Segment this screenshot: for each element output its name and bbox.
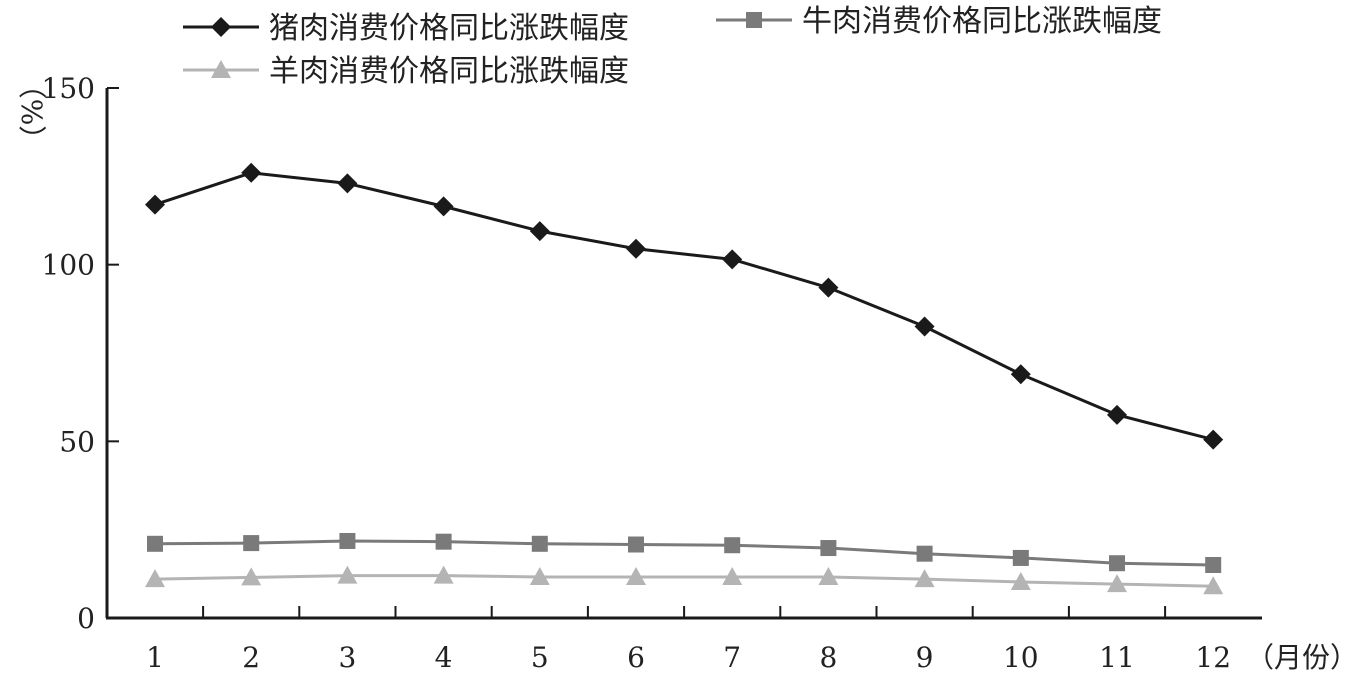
y-tick-label: 0 xyxy=(77,602,95,635)
data-point xyxy=(337,173,358,194)
data-point xyxy=(626,567,646,586)
x-tick-label: 9 xyxy=(916,641,934,674)
x-tick-label: 1 xyxy=(146,641,164,674)
data-point xyxy=(818,277,839,298)
data-point xyxy=(1203,429,1224,450)
data-point xyxy=(147,535,163,552)
data-point xyxy=(337,565,358,584)
data-point xyxy=(818,567,839,586)
x-tick-label: 3 xyxy=(338,641,356,674)
series-3 xyxy=(145,565,1224,595)
y-axis-title: （%） xyxy=(15,71,48,154)
data-point xyxy=(243,535,260,552)
data-point xyxy=(626,238,646,259)
series-1 xyxy=(145,162,1224,450)
legend-item: 牛肉消费价格同比涨跌幅度 xyxy=(716,4,1162,39)
x-tick-label: 7 xyxy=(723,641,741,674)
x-tick-label: 10 xyxy=(1003,641,1039,674)
data-point xyxy=(916,545,933,562)
x-tick-label: 5 xyxy=(531,641,549,674)
data-point xyxy=(1107,574,1127,593)
data-point xyxy=(529,221,550,242)
legend-swatch-marker xyxy=(211,60,231,78)
data-point xyxy=(433,565,454,584)
data-point xyxy=(1010,571,1031,590)
data-point xyxy=(628,536,644,553)
data-point xyxy=(722,249,743,270)
series-lines xyxy=(145,162,1224,595)
series-line xyxy=(154,574,1214,588)
data-point xyxy=(435,533,452,550)
data-point xyxy=(914,569,935,588)
series-line xyxy=(154,171,1214,442)
x-tick-label: 8 xyxy=(819,641,837,674)
y-tick-label: 150 xyxy=(42,72,95,105)
legend-item: 猪肉消费价格同比涨跌幅度 xyxy=(183,11,629,46)
legend-swatch-marker xyxy=(211,17,231,37)
data-point xyxy=(241,162,262,183)
data-point xyxy=(433,196,454,217)
legend-label: 猪肉消费价格同比涨跌幅度 xyxy=(269,11,629,46)
y-tick-label: 100 xyxy=(42,249,95,282)
x-tick-label: 2 xyxy=(242,641,260,674)
data-point xyxy=(1107,404,1127,425)
data-point xyxy=(1012,549,1029,566)
data-point xyxy=(1205,557,1222,573)
series-2 xyxy=(147,532,1222,573)
x-tick-label: 12 xyxy=(1195,641,1231,674)
legend-item: 羊肉消费价格同比涨跌幅度 xyxy=(183,54,629,89)
data-point xyxy=(724,537,741,554)
x-tick-label: 11 xyxy=(1099,641,1135,674)
data-point xyxy=(529,567,550,586)
data-point xyxy=(145,569,165,588)
legend-swatch-marker xyxy=(746,12,762,28)
legend-label: 牛肉消费价格同比涨跌幅度 xyxy=(802,4,1162,39)
x-axis-title: （月份） xyxy=(1246,641,1358,674)
data-point xyxy=(914,316,935,337)
x-tick-label: 4 xyxy=(435,641,453,674)
data-point xyxy=(145,194,165,215)
data-point xyxy=(241,567,262,586)
data-point xyxy=(722,567,743,586)
data-point xyxy=(339,532,356,549)
x-tick-label: 6 xyxy=(627,641,645,674)
data-point xyxy=(820,540,837,557)
data-point xyxy=(1203,576,1224,595)
data-point xyxy=(531,535,548,552)
legend-label: 羊肉消费价格同比涨跌幅度 xyxy=(269,54,629,89)
data-point xyxy=(1109,555,1125,572)
y-tick-label: 50 xyxy=(59,425,95,458)
series-line xyxy=(154,539,1214,567)
data-point xyxy=(1010,364,1031,385)
